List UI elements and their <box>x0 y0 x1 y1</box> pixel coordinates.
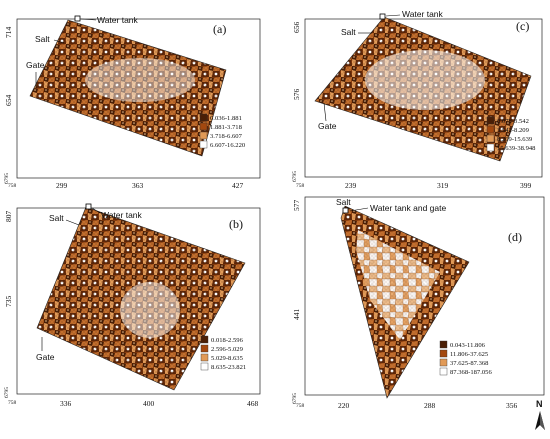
panel-d-x-tick-2: 288 <box>424 401 436 410</box>
panel-a-letter: (a) <box>213 22 226 36</box>
panel-c-legend: 0.078-3.542 3.542-8.209 8.209-15.639 15.… <box>486 116 536 152</box>
panel-d-y-tick-2: 441 <box>292 309 301 321</box>
panel-d-x-origin: 758 <box>296 403 305 409</box>
panel-c-hotspot <box>365 50 485 110</box>
panel-d-legend-item-1: 0.043-11.806 <box>450 342 486 349</box>
panel-d-legend-item-3: 37.625-87.368 <box>450 360 489 367</box>
panel-b-hotspot <box>120 282 180 338</box>
panel-d-axes-frame <box>304 196 545 396</box>
panel-c-gate-label: Gate <box>318 121 337 131</box>
panel-a-legend-item-3: 3.718-6.607 <box>210 133 243 140</box>
panel-c-y-tick-1: 656 <box>292 22 301 34</box>
panel-b-x-tick-3: 468 <box>247 399 259 408</box>
panel-c-gate-arrow <box>323 102 327 122</box>
panel-c-legend-item-1: 0.078-3.542 <box>497 118 529 125</box>
panel-a-salt-label: Salt <box>35 34 50 44</box>
panel-a-x-tick-2: 363 <box>132 181 144 190</box>
panel-c-x-tick-3: 399 <box>520 181 532 190</box>
panel-b-water-tank-marker <box>85 203 92 210</box>
panel-b-x-origin: 758 <box>8 400 17 406</box>
panel-d-legend-item-4: 87.368-187.056 <box>450 369 492 376</box>
panel-a-x-tick-3: 427 <box>232 181 244 190</box>
panel-a-water-tank-arrow <box>80 18 97 21</box>
panel-c-x-origin: 758 <box>296 183 305 189</box>
panel-a-legend-item-2: 1.881-3.718 <box>210 124 243 131</box>
panel-d-water-tank-arrow <box>349 207 369 212</box>
panel-a-x-tick-1: 299 <box>56 181 68 190</box>
panel-b-legend-item-4: 8.635-23.821 <box>211 364 246 371</box>
panel-a-y-tick-1: 714 <box>4 27 13 39</box>
panel-b: Water tank Salt Gate (b) 807 735 6795 75… <box>4 203 261 408</box>
panel-d-salt-label: Salt <box>336 197 351 207</box>
panel-c-water-tank-arrow <box>385 14 401 17</box>
panel-a-salt-arrow <box>53 39 65 44</box>
panel-b-x-tick-2: 400 <box>143 399 155 408</box>
north-label: N <box>536 399 543 409</box>
panel-d-water-tank-label: Water tank and gate <box>370 203 447 213</box>
panel-b-water-tank-label: Water tank <box>101 210 143 220</box>
panel-d-water-tank-marker <box>342 207 349 214</box>
panel-c-x-tick-2: 319 <box>437 181 449 190</box>
panel-d-x-tick-3: 356 <box>506 401 518 410</box>
panel-b-axes-frame <box>16 207 261 395</box>
panel-d-map-grid <box>341 206 469 398</box>
panel-b-legend-item-1: 0.018-2.596 <box>211 337 244 344</box>
panel-a-y-tick-2: 654 <box>4 95 13 107</box>
panel-d-y-origin: 6795 <box>292 393 298 404</box>
panel-a-water-tank-label: Water tank <box>97 15 139 25</box>
panel-b-legend: 0.018-2.596 2.596-5.029 5.029-8.635 8.63… <box>200 335 246 371</box>
panel-b-y-tick-2: 735 <box>4 296 13 308</box>
panel-b-y-origin: 6795 <box>4 387 10 398</box>
panel-c-y-tick-2: 576 <box>292 89 301 101</box>
panel-c-water-tank-label: Water tank <box>402 9 444 19</box>
north-arrow-icon: N <box>535 399 545 430</box>
panel-d-letter: (d) <box>508 230 522 244</box>
panel-c-water-tank-marker <box>379 13 386 20</box>
panel-b-legend-item-3: 5.029-8.635 <box>211 355 244 362</box>
panel-c-x-tick-1: 239 <box>345 181 357 190</box>
panel-b-gate-label: Gate <box>36 352 55 362</box>
panel-c-axes-frame <box>304 18 543 178</box>
panel-b-legend-item-2: 2.596-5.029 <box>211 346 244 353</box>
panel-b-y-tick-1: 807 <box>4 211 13 223</box>
panel-a-legend-item-1: 0.036-1.881 <box>210 115 242 122</box>
panel-d-legend: 0.043-11.806 11.806-37.625 37.625-87.368… <box>439 340 492 376</box>
panel-a-map-grid <box>30 20 226 156</box>
panel-b-salt-label: Salt <box>49 213 64 223</box>
panel-c-legend-item-2: 3.542-8.209 <box>497 127 530 134</box>
panel-a-x-origin: 758 <box>8 183 17 189</box>
panel-a: Water tank Salt Gate (a) 714 654 6795 75… <box>4 15 261 190</box>
panel-a-legend-item-4: 6.607-16.220 <box>210 142 246 149</box>
panel-c-letter: (c) <box>516 19 529 33</box>
panel-b-water-tank-arrow <box>91 207 101 214</box>
panel-c-legend-item-4: 15.639-38.948 <box>497 145 536 152</box>
panel-b-x-tick-1: 336 <box>60 399 72 408</box>
panel-a-water-tank-marker <box>74 15 81 22</box>
panel-a-gate-label: Gate <box>26 60 45 70</box>
panel-d: Water tank and gate Salt (d) 577 441 679… <box>292 196 545 410</box>
panel-a-axes-frame <box>16 18 261 179</box>
panel-a-legend: 0.036-1.881 1.881-3.718 3.718-6.607 6.60… <box>199 113 246 149</box>
panel-c-salt-label: Salt <box>341 27 356 37</box>
panel-b-salt-arrow <box>65 219 80 226</box>
panel-d-x-tick-1: 220 <box>338 401 350 410</box>
panel-c-y-origin: 6795 <box>292 171 298 182</box>
panel-b-letter: (b) <box>229 217 243 231</box>
panel-a-hotspot <box>85 58 195 102</box>
panel-c-legend-item-3: 8.209-15.639 <box>497 136 533 143</box>
panel-d-legend-item-2: 11.806-37.625 <box>450 351 489 358</box>
panel-c: Water tank Salt Gate (c) 656 576 6795 75… <box>292 9 543 190</box>
panel-d-y-tick-1: 577 <box>292 200 301 212</box>
panel-a-y-origin: 6795 <box>4 173 10 184</box>
